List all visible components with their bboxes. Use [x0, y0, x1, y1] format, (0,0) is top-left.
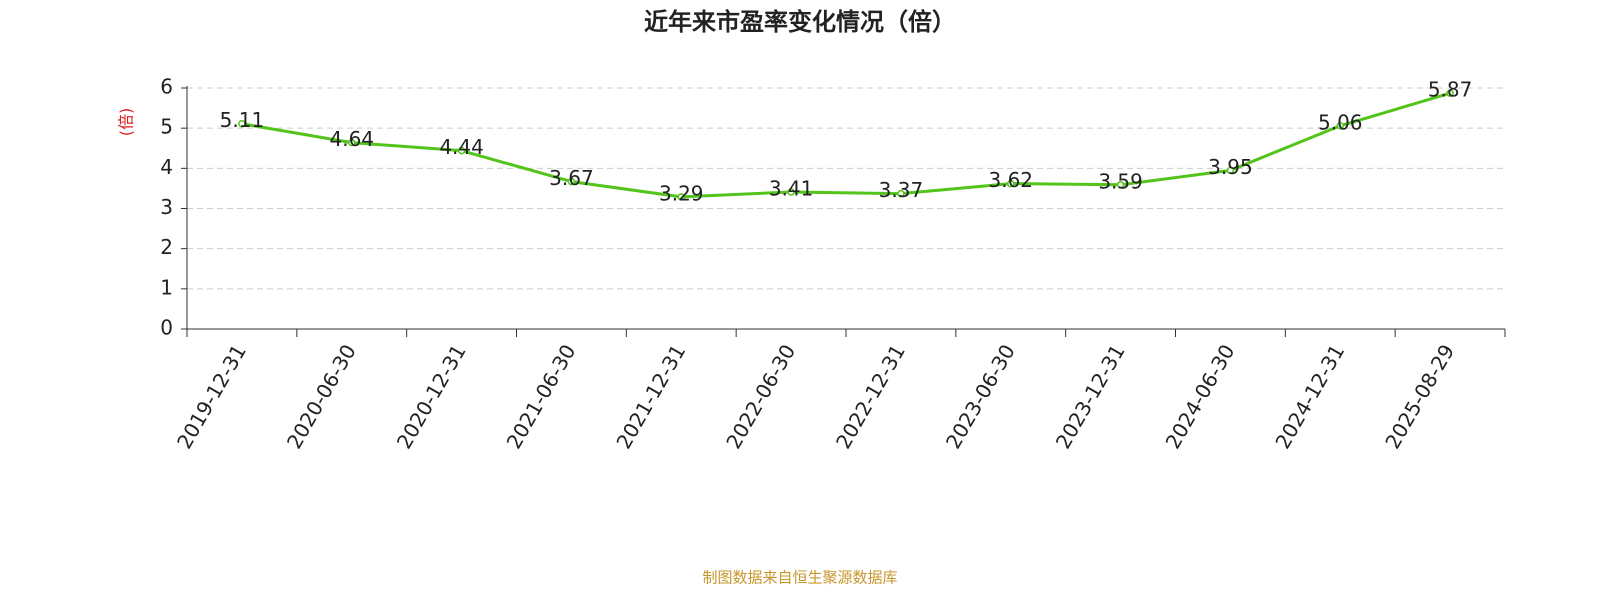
x-tick-label: 2021-06-30 — [502, 340, 581, 453]
data-point — [457, 146, 466, 155]
data-label: 3.95 — [1208, 155, 1253, 179]
data-label: 5.06 — [1318, 110, 1363, 134]
x-tick-label: 2024-06-30 — [1161, 340, 1240, 453]
data-point — [677, 193, 685, 201]
data-point — [348, 138, 356, 147]
x-tick-label: 2020-06-30 — [282, 340, 361, 453]
data-label: 5.11 — [220, 108, 265, 132]
data-label: 3.62 — [988, 168, 1033, 192]
data-label: 4.44 — [439, 135, 484, 159]
x-tick-label: 2023-06-30 — [941, 340, 1020, 453]
data-label: 5.87 — [1428, 78, 1473, 102]
x-tick-label: 2023-12-31 — [1051, 340, 1130, 453]
x-tick-label: 2020-12-31 — [392, 340, 471, 453]
data-label: 3.67 — [549, 166, 594, 190]
x-tick-label: 2022-12-31 — [831, 340, 910, 453]
data-point — [567, 177, 576, 186]
x-tick-label: 2021-12-31 — [611, 340, 690, 453]
y-tick-label: 0 — [160, 316, 173, 340]
y-tick-label: 5 — [160, 115, 173, 139]
y-axis-label: (倍) — [117, 108, 136, 137]
chart-title: 近年来市盈率变化情况（倍） — [644, 8, 956, 36]
data-label: 3.59 — [1098, 169, 1143, 193]
data-label: 3.41 — [769, 177, 814, 201]
data-point — [238, 119, 246, 128]
data-label: 3.37 — [879, 178, 924, 202]
data-line — [241, 91, 1451, 199]
x-tick-label: 2024-12-31 — [1270, 340, 1349, 453]
x-tick-label: 2025-08-29 — [1380, 340, 1459, 453]
y-tick-label: 1 — [160, 275, 173, 299]
data-point — [1446, 89, 1454, 97]
data-point — [1116, 181, 1125, 189]
data-point — [787, 188, 795, 196]
y-tick-label: 2 — [160, 235, 173, 259]
data-label: 3.29 — [659, 181, 704, 205]
y-tick-label: 6 — [160, 75, 173, 99]
data-point — [897, 189, 905, 198]
data-point — [1007, 179, 1015, 188]
data-point — [1336, 122, 1344, 130]
x-tick-label: 2022-06-30 — [721, 340, 800, 453]
data-point — [1226, 166, 1235, 175]
x-tick-label: 2019-12-31 — [172, 340, 251, 453]
y-tick-label: 3 — [160, 195, 173, 219]
data-label: 4.64 — [329, 127, 374, 151]
y-tick-label: 4 — [160, 155, 173, 179]
source-note: 制图数据来自恒生聚源数据库 — [702, 569, 897, 587]
